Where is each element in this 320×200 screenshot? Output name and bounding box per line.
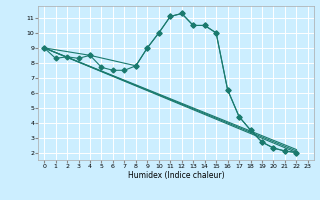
X-axis label: Humidex (Indice chaleur): Humidex (Indice chaleur): [128, 171, 224, 180]
